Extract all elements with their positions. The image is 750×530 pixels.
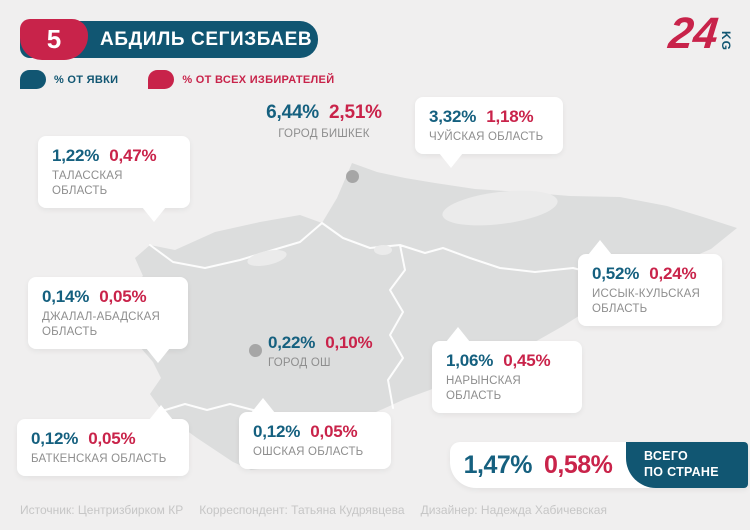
total-voters-value: 0,58% [544, 450, 613, 479]
voters-value: 0,45% [503, 351, 551, 370]
footer-credits: Источник: Центризбирком КР Корреспондент… [20, 503, 607, 517]
region-name: БАТКЕНСКАЯ ОБЛАСТЬ [31, 453, 167, 465]
voters-swatch-icon [148, 70, 175, 89]
turnout-value: 1,22% [52, 146, 100, 165]
bishkek-dot [346, 170, 359, 183]
region-name: ГОРОД БИШКЕК [278, 128, 370, 140]
pointer [149, 405, 173, 420]
region-values: 0,14% 0,05% [42, 287, 174, 307]
pointer [142, 206, 166, 222]
voters-value: 0,47% [109, 146, 157, 165]
total-label-line2: ПО СТРАНЕ [644, 465, 719, 479]
voters-value: 0,24% [649, 264, 697, 283]
logo-24kg: 24 KG [666, 9, 733, 58]
region-label-osh-city: 0,22% 0,10% ГОРОД ОШ [268, 333, 373, 371]
total-label-line1: ВСЕГО [644, 449, 689, 464]
region-label-issyk-kul: 0,52% 0,24% ИССЫК-КУЛЬСКАЯ ОБЛАСТЬ [578, 240, 722, 326]
song-kul-lake [374, 245, 392, 255]
region-values: 0,12% 0,05% [253, 422, 377, 442]
voters-value: 0,05% [88, 429, 136, 448]
voters-value: 0,05% [99, 287, 147, 306]
designer-credit: Дизайнер: Надежда Хабичевская [420, 503, 607, 517]
region-borders [149, 222, 636, 445]
turnout-value: 0,52% [592, 264, 640, 283]
legend-item-turnout: % ОТ ЯВКИ [20, 70, 118, 89]
pointer [146, 347, 170, 363]
issyk-kul-lake [442, 190, 558, 226]
country-total-banner: 1,47% 0,58% ВСЕГО ПО СТРАНЕ [450, 442, 748, 488]
turnout-value: 0,14% [42, 287, 90, 306]
turnout-swatch-icon [20, 70, 46, 89]
region-values: 0,52% 0,24% [592, 264, 708, 284]
turnout-label: % ОТ ЯВКИ [54, 73, 119, 86]
turnout-value: 0,22% [268, 333, 316, 352]
logo-24-text: 24 [666, 9, 721, 58]
pointer [251, 398, 275, 413]
region-label-osh-region: 0,12% 0,05% ОШСКАЯ ОБЛАСТЬ [239, 398, 391, 469]
region-name: ОШСКАЯ ОБЛАСТЬ [253, 446, 364, 458]
voters-value: 2,51% [329, 102, 382, 123]
region-values: 6,44% 2,51% [258, 102, 390, 124]
region-values: 1,22% 0,47% [52, 146, 176, 166]
turnout-value: 0,12% [31, 429, 79, 448]
turnout-value: 0,12% [253, 422, 301, 441]
voters-value: 0,10% [325, 333, 373, 352]
total-turnout-value: 1,47% [463, 450, 533, 479]
country-outline [119, 163, 737, 470]
logo-kg-text: KG [719, 31, 733, 52]
candidate-header: 5 АБДИЛЬ СЕГИЗБАЕВ [20, 19, 318, 60]
pointer [439, 152, 463, 168]
legend-item-voters: % ОТ ВСЕХ ИЗБИРАТЕЛЕЙ [148, 70, 334, 89]
region-name: ИССЫК-КУЛЬСКАЯ ОБЛАСТЬ [592, 288, 700, 315]
region-label-jalal-abad: 0,14% 0,05% ДЖАЛАЛ-АБАДСКАЯ ОБЛАСТЬ [28, 277, 188, 363]
total-values: 1,47% 0,58% [450, 442, 626, 488]
region-label-talas: 1,22% 0,47% ТАЛАССКАЯ ОБЛАСТЬ [38, 136, 190, 222]
region-values: 3,32% 1,18% [429, 107, 549, 127]
region-label-bishkek: 6,44% 2,51% ГОРОД БИШКЕК [258, 102, 390, 142]
candidate-name: АБДИЛЬ СЕГИЗБАЕВ [100, 28, 313, 50]
osh-dot [249, 344, 262, 357]
voters-label: % ОТ ВСЕХ ИЗБИРАТЕЛЕЙ [182, 73, 335, 86]
turnout-value: 6,44% [266, 102, 319, 123]
pointer [588, 240, 612, 255]
region-name: ЧУЙСКАЯ ОБЛАСТЬ [429, 131, 544, 143]
region-name: ТАЛАССКАЯ ОБЛАСТЬ [52, 170, 123, 197]
region-name: ГОРОД ОШ [268, 357, 331, 369]
source-credit: Источник: Центризбирком КР [20, 503, 184, 517]
region-label-chui: 3,32% 1,18% ЧУЙСКАЯ ОБЛАСТЬ [415, 97, 563, 168]
toktogul-lake [247, 249, 287, 267]
legend: % ОТ ЯВКИ % ОТ ВСЕХ ИЗБИРАТЕЛЕЙ [20, 70, 334, 89]
region-values: 0,22% 0,10% [268, 333, 373, 353]
region-label-naryn: 1,06% 0,45% НАРЫНСКАЯ ОБЛАСТЬ [432, 327, 582, 413]
kyrgyzstan-map [119, 163, 737, 470]
region-values: 0,12% 0,05% [31, 429, 175, 449]
turnout-value: 1,06% [446, 351, 494, 370]
turnout-value: 3,32% [429, 107, 477, 126]
region-values: 1,06% 0,45% [446, 351, 568, 371]
region-name: НАРЫНСКАЯ ОБЛАСТЬ [446, 375, 521, 402]
correspondent-credit: Корреспондент: Татьяна Кудрявцева [199, 503, 405, 517]
pointer [446, 327, 470, 342]
candidate-number-badge: 5 [20, 19, 88, 60]
region-name: ДЖАЛАЛ-АБАДСКАЯ ОБЛАСТЬ [42, 311, 160, 338]
region-label-batken: 0,12% 0,05% БАТКЕНСКАЯ ОБЛАСТЬ [17, 405, 189, 476]
total-label: ВСЕГО ПО СТРАНЕ [626, 442, 748, 488]
voters-value: 0,05% [310, 422, 358, 441]
voters-value: 1,18% [486, 107, 534, 126]
